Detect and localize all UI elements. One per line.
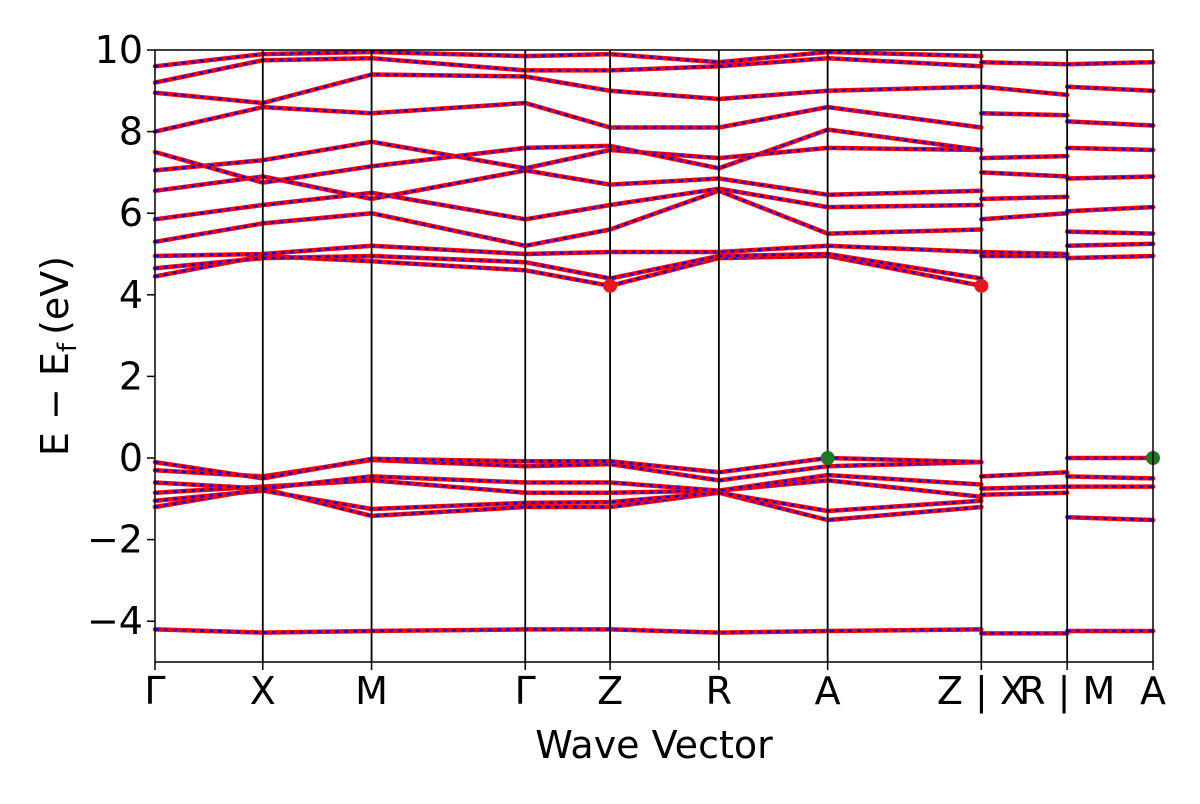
band-spin-up-37 xyxy=(1064,253,1156,261)
y-tick-label-6: 8 xyxy=(119,110,143,154)
bands-layer xyxy=(152,49,1156,636)
band-spin-up-36 xyxy=(979,59,1070,67)
y-axis-ticks: −4 −2 0 2 4 6 8 10 xyxy=(87,28,155,643)
band-spin-up-41 xyxy=(1064,174,1156,181)
plot-frame xyxy=(154,49,1154,663)
band-spin-up-42 xyxy=(1064,145,1156,153)
x-axis-label: Wave Vector xyxy=(535,723,773,767)
x-axis-ticks: Γ X M Γ Z R A Z | XR | M A xyxy=(144,662,1166,714)
band-spin-up-40 xyxy=(1064,204,1156,214)
y-axis-label-unit: (eV) xyxy=(33,256,77,335)
band-spin-up-10 xyxy=(979,484,1070,491)
cbm-marker-1 xyxy=(974,278,989,293)
band-spin-up-45 xyxy=(1064,59,1156,67)
band-spin-up-9 xyxy=(979,470,1070,479)
band-spin-up-34 xyxy=(979,110,1070,118)
band-spin-up-15 xyxy=(1064,514,1156,523)
high-symmetry-lines xyxy=(261,50,1069,662)
cbm-marker-0 xyxy=(603,278,618,293)
band-spin-up-39 xyxy=(1064,229,1156,236)
band-spin-up-17 xyxy=(152,251,984,281)
y-axis-label-main: E − E xyxy=(33,352,77,456)
y-axis-label-subscript: f xyxy=(53,342,83,352)
band-spin-up-31 xyxy=(979,194,1070,202)
x-tick-label-5: R xyxy=(706,669,732,713)
band-spin-down-20 xyxy=(154,187,982,221)
band-spin-up-11 xyxy=(979,490,1070,497)
band-spin-up-21 xyxy=(152,168,984,202)
band-spin-down-19 xyxy=(154,189,982,248)
x-tick-label-9: A xyxy=(1140,669,1166,713)
y-tick-label-2: 0 xyxy=(119,436,143,480)
band-spin-down-24 xyxy=(154,101,982,133)
band-spin-up-35 xyxy=(979,84,1070,98)
band-spin-down-25 xyxy=(154,73,982,105)
x-tick-label-6: A xyxy=(815,669,841,713)
band-spin-down-18 xyxy=(154,244,982,258)
band-spin-up-29 xyxy=(979,249,1070,257)
band-spin-up-43 xyxy=(1064,119,1156,128)
band-spin-down-4 xyxy=(154,489,982,513)
vbm-marker-2 xyxy=(820,451,835,465)
x-tick-label-8: R | M xyxy=(1019,669,1115,714)
band-spin-down-26 xyxy=(154,56,982,84)
extrema-markers xyxy=(603,278,1160,465)
band-spin-down-23 xyxy=(154,128,982,184)
band-spin-up-13 xyxy=(1064,474,1156,481)
band-spin-up-19 xyxy=(152,188,984,249)
y-tick-label-1: −2 xyxy=(87,518,143,562)
band-spin-down-22 xyxy=(154,140,982,172)
band-spin-up-44 xyxy=(1064,84,1156,94)
band-spin-down-6 xyxy=(154,473,982,492)
band-spin-up-30 xyxy=(979,210,1070,222)
band-spin-down-27 xyxy=(154,50,982,68)
band-spin-up-33 xyxy=(979,153,1070,161)
band-spin-down-8 xyxy=(154,456,982,480)
y-tick-label-5: 6 xyxy=(119,191,143,235)
x-tick-label-7: Z | X xyxy=(937,669,1026,714)
band-spin-up-25 xyxy=(152,72,984,106)
band-spin-down-17 xyxy=(154,252,982,280)
y-tick-label-3: 2 xyxy=(119,354,143,398)
band-spin-up-0 xyxy=(152,627,984,635)
y-axis-label: E − Ef (eV) xyxy=(33,256,83,456)
band-spin-up-38 xyxy=(1064,241,1156,249)
x-tick-label-1: X xyxy=(250,669,276,713)
y-tick-label-7: 10 xyxy=(95,28,143,72)
x-tick-label-4: Z xyxy=(597,669,623,713)
x-tick-label-2: M xyxy=(355,669,388,713)
y-tick-label-4: 4 xyxy=(119,273,143,317)
x-tick-label-3: Γ xyxy=(515,669,536,713)
band-spin-up-32 xyxy=(979,170,1070,179)
y-tick-label-0: −4 xyxy=(87,599,143,643)
x-tick-label-0: Γ xyxy=(144,669,165,713)
